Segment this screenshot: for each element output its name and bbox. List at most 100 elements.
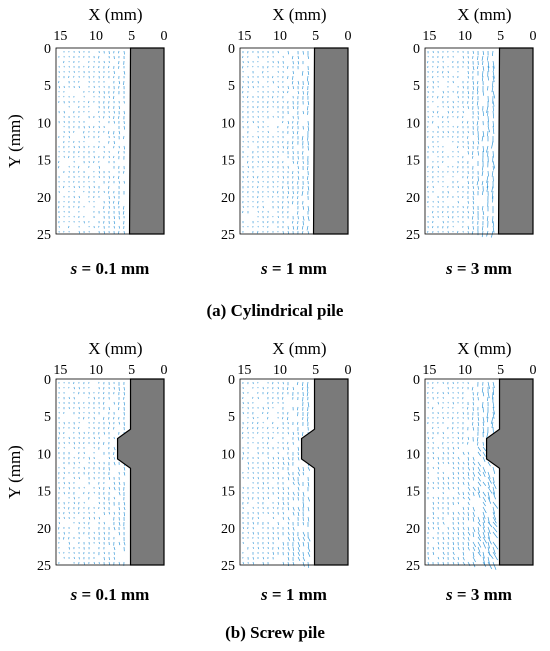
velocity-vector: [292, 491, 295, 496]
velocity-vector: [486, 411, 489, 419]
velocity-vector: [68, 546, 70, 550]
velocity-vector: [108, 511, 110, 515]
velocity-vector: [467, 466, 471, 471]
velocity-vector: [427, 145, 429, 149]
x-tick-label: 5: [312, 29, 319, 44]
velocity-vector: [113, 386, 115, 390]
velocity-vector: [482, 481, 487, 487]
velocity-vector: [267, 406, 269, 410]
panel-frame: [424, 378, 534, 566]
velocity-vector: [78, 476, 80, 480]
velocity-vector: [98, 541, 100, 544]
velocity-vector: [492, 476, 495, 483]
velocity-vector: [287, 120, 290, 125]
y-tick-label: 20: [406, 191, 420, 206]
y-tick-label: 10: [221, 447, 235, 462]
velocity-vector: [492, 391, 494, 400]
velocity-vector: [492, 486, 496, 495]
velocity-vector: [442, 471, 444, 474]
velocity-vector: [432, 521, 434, 525]
velocity-vector: [297, 486, 300, 491]
velocity-vector: [437, 501, 440, 504]
velocity-vector: [452, 556, 455, 561]
velocity-vector: [482, 401, 484, 409]
velocity-vector: [83, 561, 85, 565]
velocity-vector: [437, 466, 440, 470]
velocity-vector: [491, 185, 494, 193]
velocity-vector: [476, 65, 479, 70]
displacement-caption: s = 0.1 mm: [70, 259, 150, 278]
y-tick-label: 25: [406, 559, 420, 574]
velocity-vector: [297, 541, 301, 548]
velocity-vector: [462, 506, 465, 511]
velocity-vector: [277, 60, 279, 64]
velocity-vector: [486, 185, 489, 192]
x-axis-title: X (mm): [272, 339, 326, 358]
velocity-vector: [247, 466, 249, 470]
velocity-vector: [108, 95, 110, 98]
velocity-vector: [68, 225, 70, 229]
velocity-vector: [492, 125, 495, 134]
velocity-vector: [482, 451, 486, 457]
velocity-vector: [437, 526, 440, 530]
velocity-vector: [272, 516, 275, 520]
velocity-vector: [492, 215, 494, 224]
velocity-vector: [477, 391, 479, 396]
velocity-vector: [118, 225, 120, 229]
velocity-vector: [302, 471, 304, 476]
velocity-vector: [262, 496, 264, 500]
velocity-vector: [257, 546, 260, 550]
x-axis-title: X (mm): [457, 5, 511, 24]
velocity-vector: [452, 551, 455, 556]
velocity-vector: [477, 536, 482, 542]
velocity-vector: [482, 391, 485, 397]
velocity-vector: [467, 90, 470, 95]
velocity-vector: [302, 491, 305, 497]
velocity-vector: [302, 556, 306, 562]
velocity-vector: [123, 70, 126, 75]
velocity-vector: [272, 551, 275, 555]
velocity-vector: [103, 531, 106, 535]
y-tick-label: 20: [37, 522, 51, 537]
y-tick-label: 5: [228, 410, 235, 425]
velocity-vector: [467, 406, 469, 410]
x-tick-label: 15: [422, 363, 436, 378]
velocity-vector: [487, 130, 489, 137]
velocity-vector: [267, 496, 270, 500]
velocity-vector: [113, 200, 115, 204]
velocity-vector: [247, 461, 250, 465]
velocity-vector: [301, 135, 304, 141]
velocity-vector: [287, 476, 290, 481]
y-tick-label: 5: [44, 410, 51, 425]
velocity-vector: [467, 441, 469, 445]
velocity-vector: [103, 441, 105, 445]
velocity-vector: [247, 95, 249, 99]
velocity-vector: [307, 541, 310, 548]
velocity-vector: [287, 521, 290, 525]
velocity-vector: [452, 446, 455, 450]
velocity-vector: [492, 70, 495, 79]
velocity-vector: [482, 456, 486, 462]
velocity-vector: [492, 150, 494, 158]
velocity-vector: [427, 481, 430, 485]
velocity-vector: [282, 185, 284, 189]
velocity-vector: [282, 416, 284, 420]
velocity-vector: [277, 461, 280, 465]
velocity-vector: [277, 426, 279, 430]
velocity-vector: [78, 195, 80, 199]
velocity-vector: [487, 115, 489, 123]
velocity-vector: [252, 561, 255, 565]
y-axis-title: Y (mm): [5, 114, 24, 168]
velocity-vector: [291, 55, 294, 60]
velocity-vector: [108, 476, 111, 480]
velocity-vector: [282, 461, 285, 466]
velocity-vector: [58, 85, 60, 89]
velocity-vector: [118, 150, 120, 154]
velocity-vector: [287, 531, 290, 536]
velocity-vector: [492, 546, 496, 555]
velocity-vector: [306, 225, 309, 231]
velocity-vector: [272, 75, 274, 79]
velocity-vector: [252, 531, 254, 535]
velocity-vector: [492, 50, 494, 57]
velocity-vector: [262, 546, 264, 549]
